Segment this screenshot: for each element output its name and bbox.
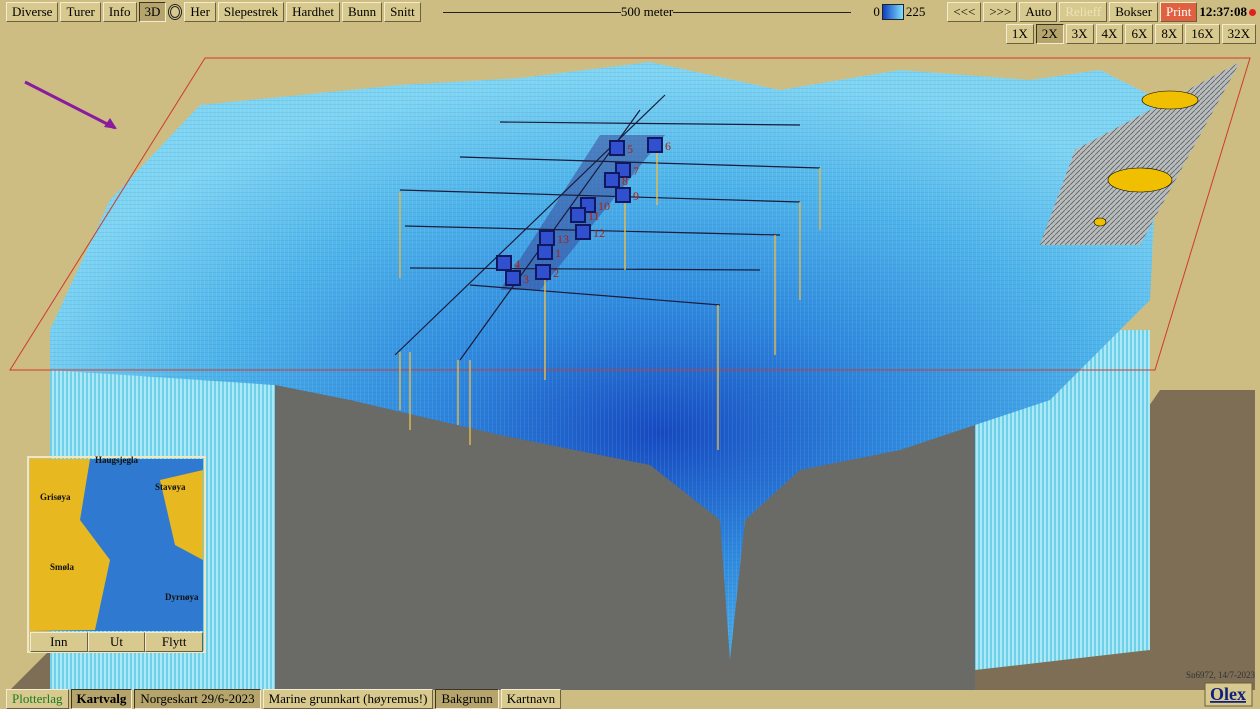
- curtain-right: [975, 330, 1150, 670]
- minimap-button[interactable]: Flytt: [145, 632, 204, 652]
- heading-arrow-head: [104, 118, 117, 129]
- marker-box: [539, 230, 555, 246]
- tracks: [394, 94, 821, 361]
- minimap-button[interactable]: Inn: [30, 632, 88, 652]
- depth-min: 0: [873, 4, 880, 19]
- minimap-button[interactable]: Ut: [87, 632, 146, 652]
- terrain-mesh: [50, 62, 1160, 660]
- scale-bar: 500 meter: [442, 4, 852, 20]
- marker-label: 11: [588, 209, 600, 223]
- marker-label: 6: [665, 139, 671, 153]
- minimap-frame: [27, 456, 206, 653]
- mode-icon[interactable]: [168, 4, 183, 20]
- scale-label: 500 meter: [620, 4, 674, 19]
- depth-max: 225: [905, 4, 926, 19]
- toolbar-button[interactable]: Relieff: [1059, 2, 1108, 22]
- minimap-land: [160, 470, 203, 560]
- zoom-button[interactable]: 1X: [1005, 24, 1034, 44]
- land-overlay: [1040, 62, 1240, 245]
- bottom-bar: Plotterlag Kartvalg Norgeskart 29/6-2023 Ma…: [6, 689, 562, 709]
- place-name: Grisøya: [40, 492, 71, 502]
- zoom-button[interactable]: 32X: [1221, 24, 1256, 44]
- marker-label: 9: [633, 189, 639, 203]
- scale-line: [442, 11, 621, 13]
- place-name: Smøla: [50, 562, 75, 572]
- depth-lines: [399, 150, 821, 450]
- zoom-button[interactable]: 16X: [1185, 24, 1220, 44]
- bottom-button[interactable]: Kartnavn: [500, 689, 562, 709]
- bottom-button[interactable]: Bakgrunn: [435, 689, 499, 709]
- marker-label: 2: [553, 266, 559, 280]
- toolbar-button[interactable]: >>>: [983, 2, 1018, 22]
- bottom-button[interactable]: Plotterlag: [6, 689, 69, 709]
- toolbar-button[interactable]: Snitt: [384, 2, 421, 22]
- toolbar-button[interactable]: Slepestrek: [217, 2, 285, 22]
- marker-label: 12: [593, 226, 605, 240]
- zoom-button[interactable]: 3X: [1065, 24, 1094, 44]
- marker-box: [496, 255, 512, 271]
- brand: Olex: [1210, 684, 1246, 704]
- heading-arrow: [24, 80, 116, 130]
- toolbar-button[interactable]: Info: [102, 2, 137, 22]
- island: [1107, 167, 1173, 193]
- depth-gradient: [881, 4, 904, 20]
- marker-label: 8: [622, 174, 628, 188]
- toolbar-button[interactable]: Diverse: [6, 2, 59, 22]
- toolbar-button[interactable]: Bunn: [341, 2, 383, 22]
- minimap-buttons: Inn Ut Flytt: [30, 632, 204, 652]
- marker-label: 7: [633, 164, 639, 178]
- bottom-button[interactable]: Norgeskart 29/6-2023: [134, 689, 261, 709]
- toolbar: Diverse Turer Info 3D Her Slepestrek Hardhet Bu…: [6, 2, 1256, 22]
- marker-label: 1: [555, 246, 561, 260]
- place-name: Dyrnøya: [165, 592, 199, 602]
- zoom-button[interactable]: 6X: [1125, 24, 1154, 44]
- marker-box: [609, 140, 625, 156]
- marker-box: [604, 172, 620, 188]
- place-name: Stavøya: [155, 482, 186, 492]
- toolbar-button[interactable]: <<<: [947, 2, 982, 22]
- toolbar-button[interactable]: Auto: [1019, 2, 1058, 22]
- marker-label: 13: [557, 232, 569, 246]
- minimap-land: [30, 459, 110, 631]
- alarm-icon: [1249, 8, 1256, 16]
- marker-box: [647, 137, 663, 153]
- clock: 12:37:08: [1199, 4, 1247, 19]
- marker-label: 4: [514, 257, 520, 271]
- zoom-button[interactable]: 4X: [1095, 24, 1124, 44]
- toolbar-button[interactable]: 3D: [138, 2, 167, 22]
- marker-box: [615, 187, 631, 203]
- marker-label: 10: [598, 199, 610, 213]
- marker-box: [575, 224, 591, 240]
- stamp: Sn6972, 14/7-2023: [1186, 670, 1256, 680]
- marker-label: 3: [523, 272, 529, 286]
- boundary-frame: [9, 57, 1251, 371]
- place-name: Haugsjegla: [95, 455, 139, 465]
- toolbar-button[interactable]: Print: [1160, 2, 1198, 22]
- bottom-button[interactable]: Kartvalg: [70, 689, 133, 709]
- island: [1141, 90, 1199, 110]
- toolbar-button[interactable]: Bokser: [1109, 2, 1159, 22]
- toolbar-button[interactable]: Turer: [60, 2, 101, 22]
- marker-box: [570, 207, 586, 223]
- zoom-button[interactable]: 8X: [1155, 24, 1184, 44]
- brand-box: [1204, 682, 1253, 707]
- toolbar-button[interactable]: Her: [184, 2, 216, 22]
- island: [1093, 217, 1107, 227]
- marker-box: [505, 270, 521, 286]
- marker-label: 5: [627, 142, 633, 156]
- toolbar-button[interactable]: Hardhet: [286, 2, 340, 22]
- zoom-bar: 1X 2X 3X 4X 6X 8X 16X 32X: [1005, 24, 1256, 44]
- scale-line: [673, 11, 852, 13]
- marker-box: [535, 264, 551, 280]
- bottom-button[interactable]: Marine grunnkart (høyremus!): [262, 689, 434, 709]
- zoom-button[interactable]: 2X: [1035, 24, 1064, 44]
- marker-box: [537, 244, 553, 260]
